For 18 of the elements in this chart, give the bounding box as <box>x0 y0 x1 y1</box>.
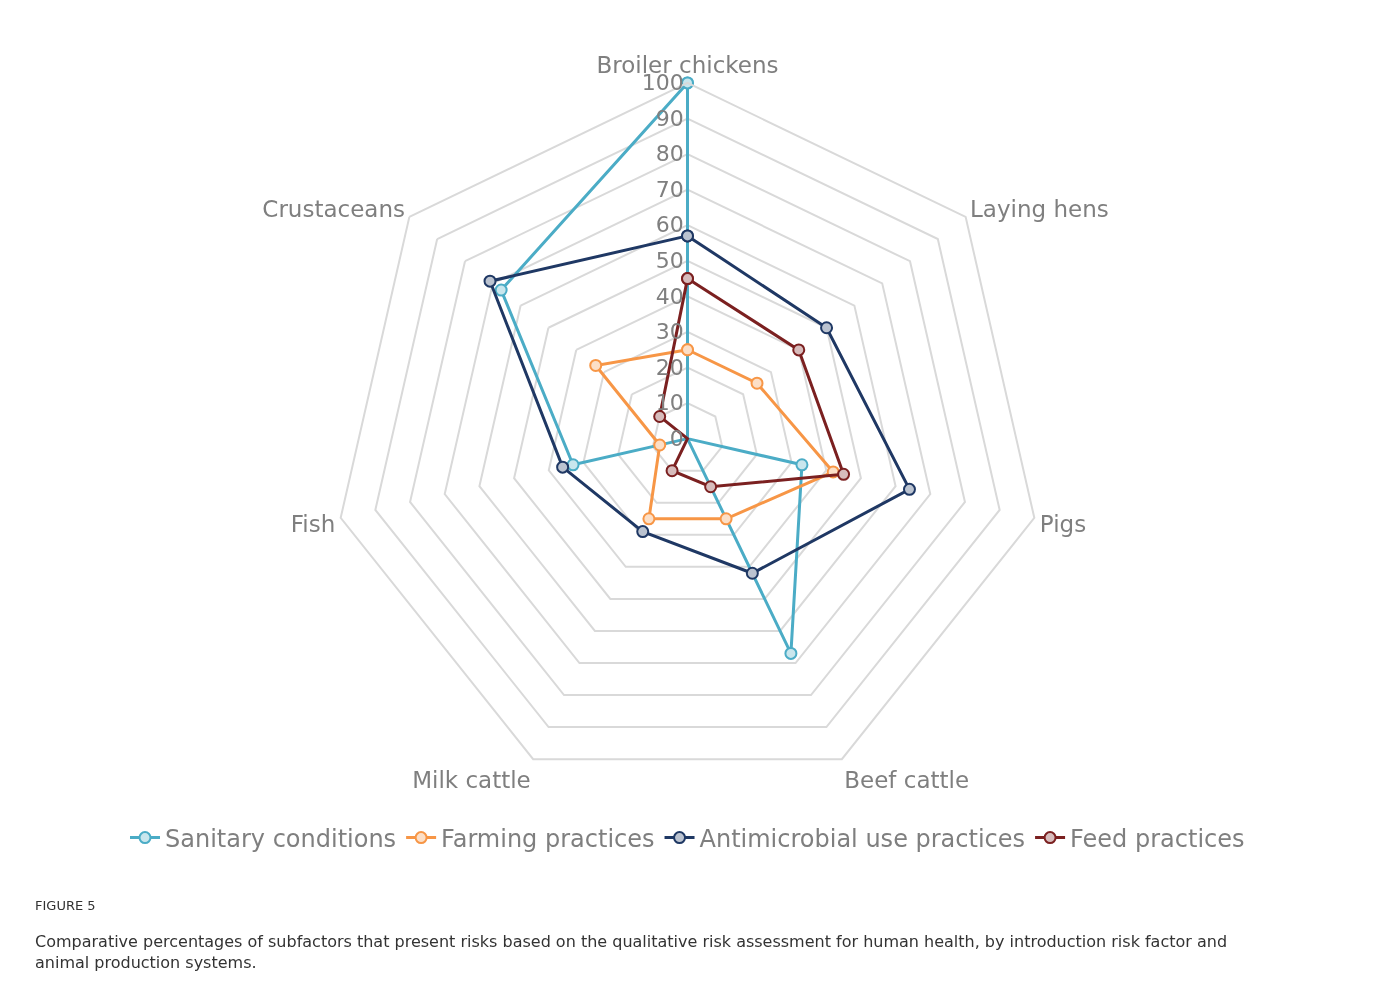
spoke-label: Pigs <box>1039 511 1087 538</box>
spoke-label: Crustaceans <box>262 195 405 222</box>
spoke-label: Fish <box>290 511 336 538</box>
legend-label: Farming practices <box>441 824 655 853</box>
spoke-label: Milk cattle <box>412 767 531 794</box>
y-tick-label: 50 <box>655 247 684 273</box>
y-tick-label: 90 <box>655 105 684 131</box>
spoke-label: Laying hens <box>970 195 1109 222</box>
spoke-label: Beef cattle <box>844 767 970 794</box>
legend-label: Sanitary conditions <box>165 824 397 853</box>
legend-label: Antimicrobial use practices <box>699 824 1026 853</box>
caption: FIGURE 5 <box>35 898 96 913</box>
y-tick-label: 80 <box>655 141 684 167</box>
y-tick-label: 60 <box>655 212 684 238</box>
text: Comparative percentages of subfactors that present risks based on the qualitative risk assessment for human health, by introduction risk factor and animal production systems. <box>35 932 1228 972</box>
y-tick-label: 70 <box>655 176 684 202</box>
y-tick-label: 40 <box>655 283 684 309</box>
legend-label: Feed practices <box>1070 824 1245 853</box>
